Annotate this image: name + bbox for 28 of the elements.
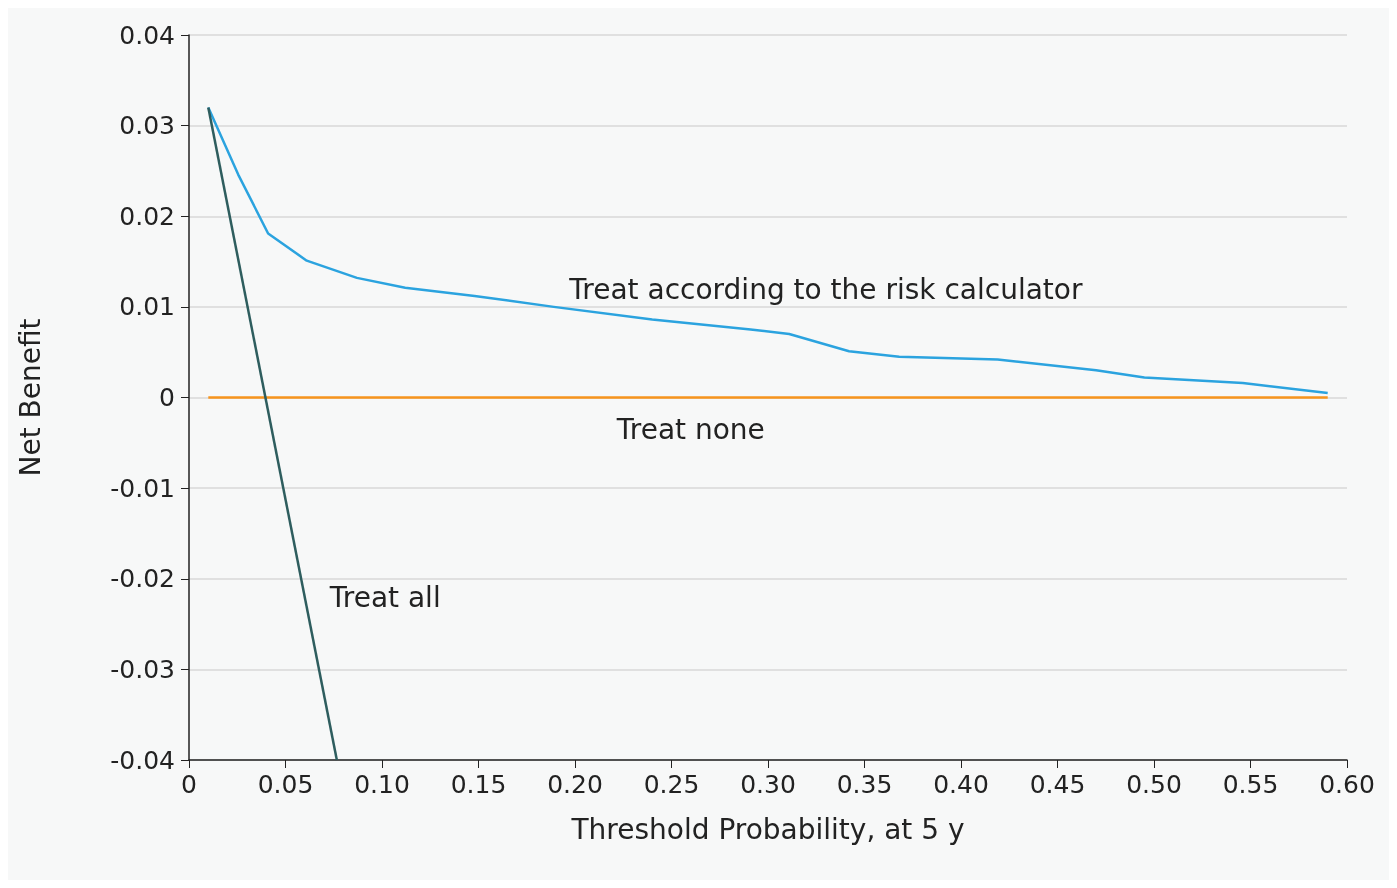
x-tick-label: 0.05 [257, 770, 314, 799]
series-label: Treat all [328, 580, 441, 614]
y-tick-label: 0.03 [119, 111, 175, 141]
y-tick-label: 0.04 [119, 20, 175, 50]
y-axis-title: Net Benefit [13, 318, 47, 477]
series-label: Treat according to the risk calculator [568, 273, 1083, 307]
y-tick-label: -0.01 [110, 473, 175, 503]
x-tick-label: 0.40 [933, 770, 989, 799]
y-tick-label: -0.02 [110, 564, 175, 594]
y-tick-label: 0.02 [119, 201, 175, 231]
x-tick-label: 0.15 [450, 770, 507, 799]
x-axis-title: Threshold Probability, at 5 y [570, 812, 965, 846]
x-tick-label: 0.60 [1319, 770, 1375, 799]
line-series [207, 106, 1329, 395]
x-tick-label: 0.30 [740, 770, 796, 799]
y-tick-label: 0.01 [119, 292, 175, 322]
x-tick-label: 0.20 [547, 770, 603, 799]
x-tick-label: 0.10 [354, 770, 410, 799]
y-tick-label: 0 [159, 383, 175, 412]
x-tick-label: 0.45 [1029, 770, 1086, 799]
y-tick-label: -0.03 [110, 654, 175, 684]
x-tick-label: 0.55 [1222, 770, 1279, 799]
x-tick-label: 0.25 [643, 770, 700, 799]
x-tick-label: 0.50 [1126, 770, 1182, 799]
y-tick-label: -0.04 [110, 745, 175, 775]
x-tick-label: 0 [181, 770, 197, 799]
series-label: Treat none [615, 413, 765, 446]
x-tick-label: 0.35 [836, 770, 893, 799]
